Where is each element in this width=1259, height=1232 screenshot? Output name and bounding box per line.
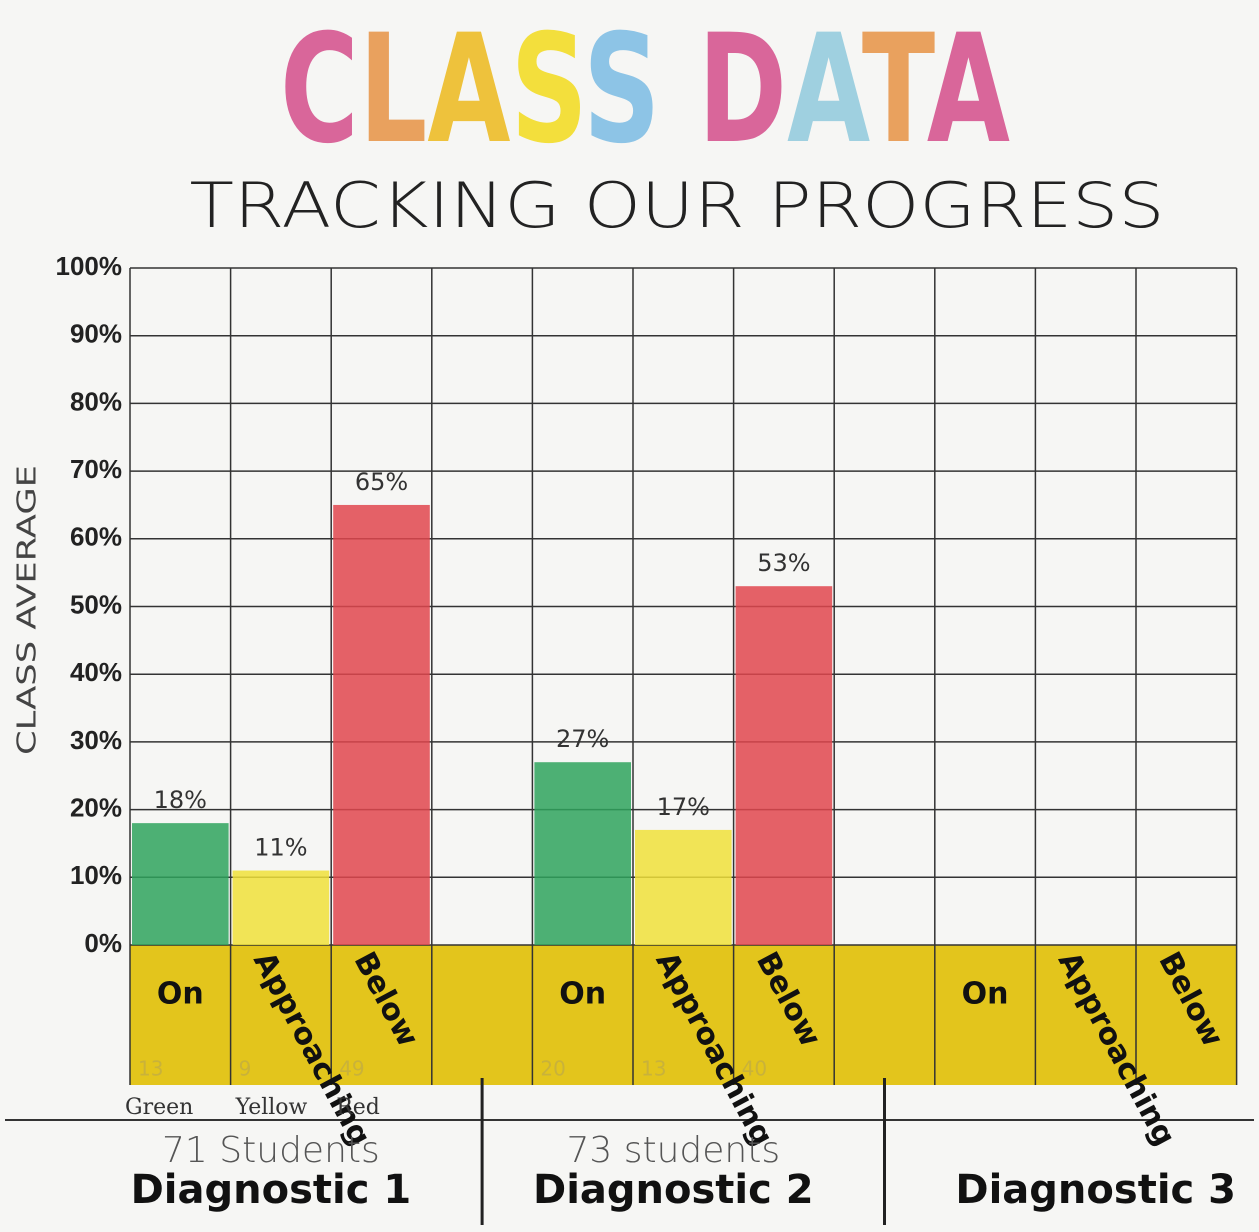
y-axis-label: CLASS AVERAGE [13,465,43,755]
value-label: 27% [556,725,609,753]
y-tick-label: 100% [56,251,123,281]
group-label: Diagnostic 3 [955,1167,1236,1213]
count-label: 13 [641,1057,666,1081]
color-label: Yellow [235,1095,308,1120]
color-label: Green [125,1095,193,1120]
category-label: On [962,977,1009,1012]
y-tick-label: 50% [70,589,122,619]
bar [635,830,732,945]
value-label: 53% [757,549,810,577]
y-tick-label: 20% [70,792,122,822]
color-label: Red [336,1095,380,1120]
page: {"chart_data": { "type": "grouped_bar", … [0,0,1259,1232]
group-label: Diagnostic 1 [131,1167,412,1213]
value-label: 11% [254,834,307,862]
bar [736,586,833,945]
y-tick-label: 60% [70,522,122,552]
y-tick-label: 90% [70,319,122,349]
students-label: 71 Students [162,1130,380,1171]
count-label: 9 [239,1057,252,1081]
y-tick-label: 80% [70,386,122,416]
bar [132,823,229,945]
bar [233,871,330,945]
count-label: 40 [742,1057,767,1081]
chart: CLASS DATA TRACKING OUR PROGRESS CLASS A… [0,0,1259,1232]
y-tick-label: 30% [70,725,122,755]
chart-title: CLASS DATA [280,3,1010,177]
bar [333,505,430,945]
group-label: Diagnostic 2 [533,1167,814,1213]
count-label: 13 [138,1057,163,1081]
value-label: 65% [355,468,408,496]
value-label: 18% [154,786,207,814]
count-label: 49 [339,1057,364,1081]
y-tick-label: 10% [70,860,122,890]
chart-subtitle: TRACKING OUR PROGRESS [190,169,1165,242]
count-label: 20 [540,1057,565,1081]
y-tick-label: 70% [70,454,122,484]
students-label: 73 students [566,1130,780,1171]
y-tick-label: 0% [84,928,122,958]
category-label: On [559,977,606,1012]
value-label: 17% [657,793,710,821]
category-label: On [157,977,204,1012]
bar [534,762,631,945]
y-tick-label: 40% [70,657,122,687]
